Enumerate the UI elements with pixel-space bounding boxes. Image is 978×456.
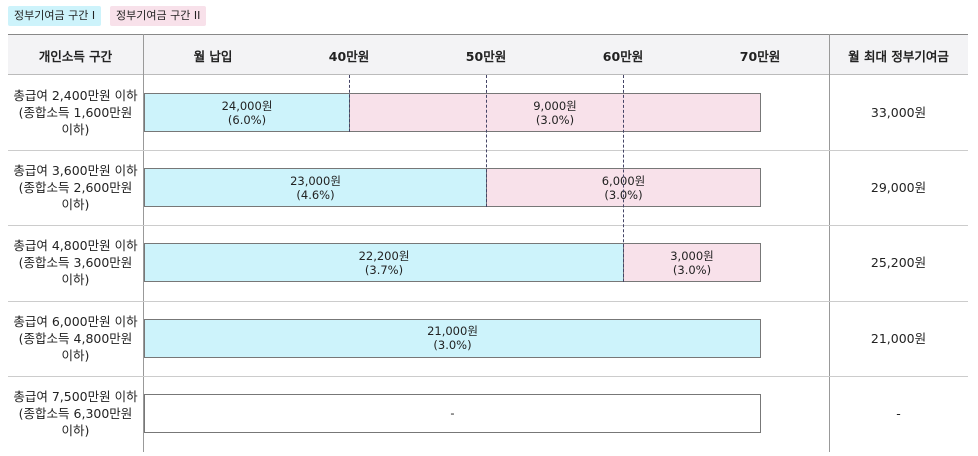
total: 25,200원 [870, 255, 927, 271]
col-divider [829, 34, 830, 452]
income-line: 이하) [61, 272, 90, 288]
segment-rate: (3.0%) [535, 112, 575, 127]
income-line: (종합소득 4,800만원 [18, 330, 133, 346]
row-divider [8, 300, 968, 302]
income-line: 총급여 3,600만원 이하 [13, 163, 138, 179]
income-line: 총급여 2,400만원 이하 [13, 88, 138, 104]
income-line: 이하) [61, 347, 90, 363]
income-label: 총급여 3,600만원 이하 (종합소득 2,600만원 이하) [8, 150, 143, 225]
dashed-guide [623, 75, 624, 283]
income-line: (종합소득 3,600만원 [18, 255, 133, 271]
income-line: 총급여 6,000만원 이하 [13, 313, 138, 329]
row-divider [8, 375, 968, 377]
legend-tag: 정부기여금 구간 I [8, 6, 102, 26]
bar-segment: 22,200원 (3.7%) [144, 243, 624, 283]
segment-amount: 22,200원 [358, 248, 410, 263]
bar-segment: 24,000원 (6.0%) [144, 93, 350, 132]
income-label: 총급여 6,000만원 이하 (종합소득 4,800만원 이하) [8, 301, 143, 376]
income-line: (종합소득 1,600만원 [18, 105, 133, 121]
total: - [896, 405, 901, 421]
bar-segment: 9,000원 (3.0%) [349, 93, 761, 132]
bar-segment: 3,000원 (3.0%) [623, 243, 761, 283]
total: 33,000원 [870, 105, 927, 121]
segment-rate: (3.7%) [364, 262, 404, 277]
column-header: 월 납입 [193, 48, 233, 64]
segment-rate: (3.0%) [433, 338, 472, 353]
income-line: 이하) [61, 422, 90, 438]
income-label: 총급여 2,400만원 이하 (종합소득 1,600만원 이하) [8, 75, 143, 150]
segment-amount: 24,000원 [221, 98, 273, 113]
income-line: 총급여 4,800만원 이하 [13, 238, 138, 254]
column-header: 월 최대 정부기여금 [848, 48, 949, 64]
bar-segment: 23,000원 (4.6%) [144, 168, 487, 208]
income-label: 총급여 7,500만원 이하 (종합소득 6,300만원 이하) [8, 376, 143, 451]
row-divider [8, 150, 968, 152]
segment-amount: 3,000원 [670, 248, 714, 263]
bar-segment: 21,000원 (3.0%) [144, 318, 761, 358]
segment-amount: 21,000원 [427, 324, 478, 339]
segment-rate: (4.6%) [296, 187, 335, 202]
income-line: (종합소득 2,600만원 [18, 180, 133, 196]
column-header: 70만원 [739, 48, 781, 64]
segment-amount: 9,000원 [533, 98, 577, 113]
income-line: 이하) [61, 122, 90, 138]
col-divider [143, 34, 144, 452]
total: 29,000원 [870, 180, 927, 196]
income-line: 총급여 7,500만원 이하 [13, 388, 138, 404]
income-label: 총급여 4,800만원 이하 (종합소득 3,600만원 이하) [8, 225, 143, 300]
income-line: 이하) [61, 197, 90, 213]
segment-amount: 23,000원 [290, 173, 341, 188]
header-row [8, 35, 968, 75]
segment-rate: (3.0%) [672, 262, 712, 277]
dashed-guide [349, 75, 350, 132]
legend-tag: 정부기여금 구간 II [110, 6, 207, 26]
column-header: 60만원 [602, 48, 644, 64]
row-divider [8, 225, 968, 227]
dashed-guide [486, 75, 487, 208]
bar-segment: - [144, 393, 761, 433]
column-header: 개인소득 구간 [38, 48, 113, 64]
segment-amount: - [450, 406, 455, 421]
income-line: (종합소득 6,300만원 [18, 405, 133, 421]
total: 21,000원 [870, 330, 927, 346]
column-header: 50만원 [465, 48, 507, 64]
column-header: 40만원 [328, 48, 370, 64]
segment-rate: (6.0%) [227, 112, 267, 127]
